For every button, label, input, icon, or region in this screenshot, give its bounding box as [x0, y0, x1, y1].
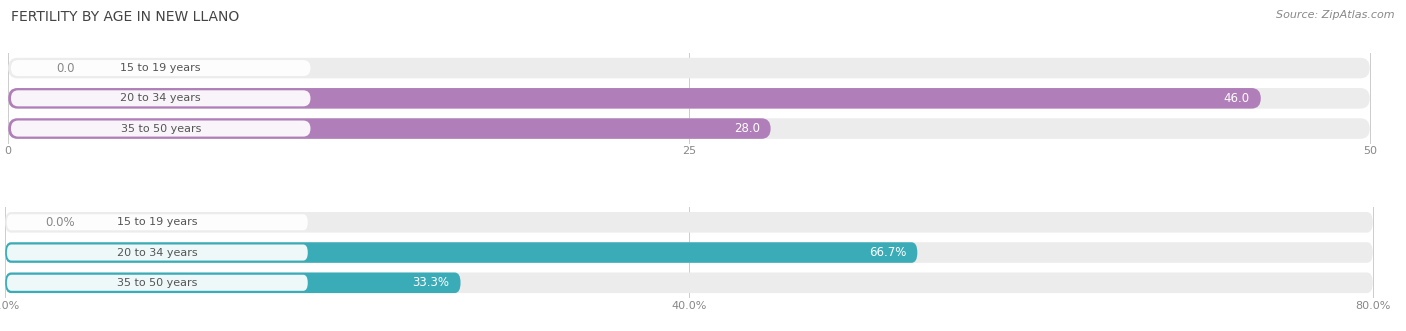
FancyBboxPatch shape — [8, 58, 1369, 78]
Text: 66.7%: 66.7% — [869, 246, 907, 259]
Text: 28.0: 28.0 — [734, 122, 759, 135]
Text: 0.0%: 0.0% — [45, 216, 75, 229]
Text: 35 to 50 years: 35 to 50 years — [117, 278, 197, 288]
Text: 20 to 34 years: 20 to 34 years — [121, 93, 201, 103]
FancyBboxPatch shape — [8, 118, 770, 139]
FancyBboxPatch shape — [7, 214, 308, 230]
Text: 46.0: 46.0 — [1223, 92, 1250, 105]
Text: 33.3%: 33.3% — [412, 276, 450, 289]
FancyBboxPatch shape — [8, 88, 1261, 109]
FancyBboxPatch shape — [8, 88, 1369, 109]
Text: 15 to 19 years: 15 to 19 years — [121, 63, 201, 73]
Text: 15 to 19 years: 15 to 19 years — [117, 217, 198, 227]
FancyBboxPatch shape — [11, 120, 311, 137]
FancyBboxPatch shape — [11, 60, 311, 76]
Text: 0.0: 0.0 — [56, 62, 75, 74]
FancyBboxPatch shape — [11, 90, 311, 106]
Text: FERTILITY BY AGE IN NEW LLANO: FERTILITY BY AGE IN NEW LLANO — [11, 10, 239, 24]
FancyBboxPatch shape — [6, 242, 917, 263]
FancyBboxPatch shape — [8, 118, 1369, 139]
Text: 35 to 50 years: 35 to 50 years — [121, 123, 201, 134]
FancyBboxPatch shape — [7, 275, 308, 291]
FancyBboxPatch shape — [6, 242, 1372, 263]
Text: 20 to 34 years: 20 to 34 years — [117, 248, 198, 258]
Text: Source: ZipAtlas.com: Source: ZipAtlas.com — [1277, 10, 1395, 20]
FancyBboxPatch shape — [6, 272, 1372, 293]
FancyBboxPatch shape — [6, 212, 1372, 233]
FancyBboxPatch shape — [7, 245, 308, 260]
FancyBboxPatch shape — [6, 272, 461, 293]
